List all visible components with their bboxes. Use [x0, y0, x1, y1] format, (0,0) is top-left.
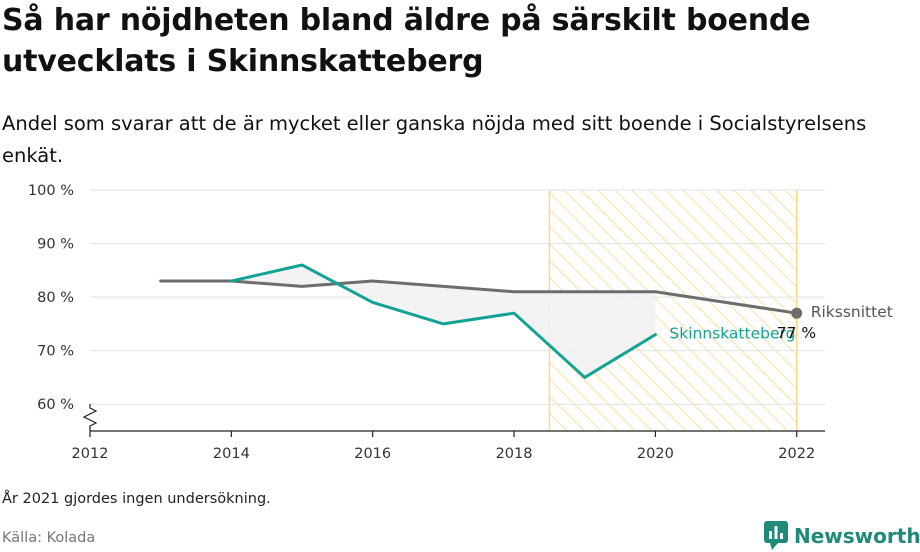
x-tick-label: 2022: [778, 446, 815, 462]
series-label-skinnskatteberg: Skinnskatteberg: [669, 325, 795, 343]
brand-name: Newsworthy: [794, 524, 920, 548]
series-line-skinnskatteberg: [229, 263, 657, 379]
chart-subtitle: Andel som svarar att de är mycket eller …: [2, 112, 867, 167]
y-tick-label: 100 %: [28, 183, 74, 199]
line-chart: 60 % 70 % 80 % 90 % 100 % 2012 2014 2016 2018 202…: [28, 183, 893, 462]
series-line-rikssnittet: [159, 279, 799, 315]
brand-logo: Newsworthy: [764, 520, 920, 552]
page-title: Så har nöjdheten bland äldre på särskilt…: [2, 3, 811, 79]
newsworthy-logo-icon: [764, 521, 788, 550]
end-value-label: 77 %: [777, 324, 816, 342]
y-tick-label: 60 %: [37, 397, 74, 413]
y-tick-label: 90 %: [37, 237, 74, 253]
axis-break-icon: [82, 404, 98, 431]
x-tick-label: 2014: [213, 446, 250, 462]
series-label-rikssnittet: Rikssnittet: [811, 303, 893, 321]
rikssnittet-end-point: [791, 307, 803, 319]
footnote: År 2021 gjordes ingen undersökning.: [2, 491, 271, 507]
x-tick-label: 2020: [637, 446, 674, 462]
x-tick-label: 2016: [354, 446, 391, 462]
source-text: Källa: Kolada: [2, 530, 96, 546]
y-tick-label: 70 %: [37, 344, 74, 360]
x-tick-label: 2018: [496, 446, 533, 462]
y-tick-label: 80 %: [37, 290, 74, 306]
x-tick-label: 2012: [72, 446, 109, 462]
